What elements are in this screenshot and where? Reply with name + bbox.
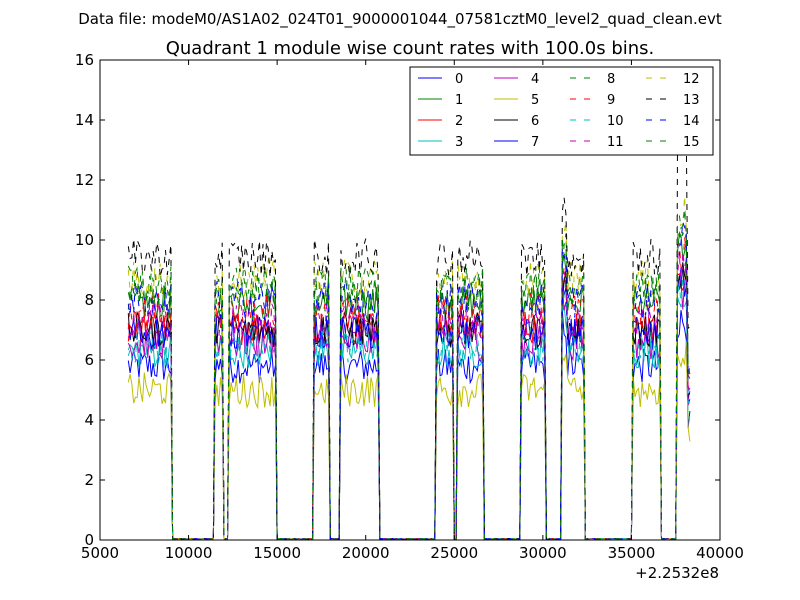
y-tick-label: 14 — [75, 111, 94, 129]
legend-label-8: 8 — [607, 72, 615, 87]
legend-label-4: 4 — [531, 72, 539, 87]
series-line-2 — [127, 257, 691, 540]
series-line-0 — [127, 310, 691, 540]
legend-label-5: 5 — [531, 93, 539, 108]
legend-box — [409, 66, 714, 156]
series-line-10 — [127, 276, 691, 540]
y-tick-label: 4 — [84, 411, 94, 429]
series-lines — [127, 123, 691, 540]
series-line-3 — [127, 297, 691, 540]
series-line-4 — [127, 275, 691, 540]
legend-label-14: 14 — [683, 114, 700, 129]
series-line-14 — [127, 221, 691, 540]
series-line-1 — [127, 233, 691, 540]
x-tick-label: 35000 — [608, 544, 656, 562]
series-line-12 — [127, 196, 691, 540]
x-tick-label: 15000 — [253, 544, 301, 562]
y-tick-label: 12 — [75, 171, 94, 189]
legend-label-0: 0 — [455, 72, 463, 87]
legend-label-1: 1 — [455, 93, 463, 108]
x-tick-label: 30000 — [519, 544, 567, 562]
legend-label-3: 3 — [455, 135, 463, 150]
x-offset-label: +2.2532e8 — [635, 564, 719, 582]
legend-label-12: 12 — [683, 72, 700, 87]
series-line-6 — [127, 262, 691, 540]
legend-label-9: 9 — [607, 93, 615, 108]
series-line-7 — [127, 266, 691, 540]
legend-label-7: 7 — [531, 135, 539, 150]
series-line-13 — [127, 123, 691, 540]
chart-title: Quadrant 1 module wise count rates with … — [166, 38, 655, 59]
x-tick-label: 5000 — [81, 544, 119, 562]
legend-label-10: 10 — [607, 114, 624, 129]
series-line-5 — [127, 341, 691, 540]
legend-label-15: 15 — [683, 135, 700, 150]
y-tick-label: 0 — [84, 531, 94, 549]
series-line-11 — [127, 251, 691, 540]
y-tick-label: 2 — [84, 471, 94, 489]
legend-label-11: 11 — [607, 135, 624, 150]
x-tick-label: 25000 — [430, 544, 478, 562]
legend-label-13: 13 — [683, 93, 700, 108]
x-tick-label: 20000 — [342, 544, 390, 562]
y-tick-label: 10 — [75, 231, 94, 249]
x-tick-label: 40000 — [696, 544, 744, 562]
series-line-15 — [127, 209, 691, 540]
y-tick-label: 16 — [75, 51, 94, 69]
series-line-8 — [127, 229, 691, 540]
legend-label-2: 2 — [455, 114, 463, 129]
plot-area: 5000 10000 15000 20000 25000 30000 35000 40000 0… — [75, 51, 744, 562]
x-tick-label: 10000 — [165, 544, 213, 562]
legend-label-6: 6 — [531, 114, 539, 129]
series-line-9 — [127, 237, 691, 540]
data-file-supertitle: Data file: modeM0/AS1A02_024T01_90000010… — [78, 10, 722, 29]
y-tick-label: 8 — [84, 291, 94, 309]
y-tick-label: 6 — [84, 351, 94, 369]
